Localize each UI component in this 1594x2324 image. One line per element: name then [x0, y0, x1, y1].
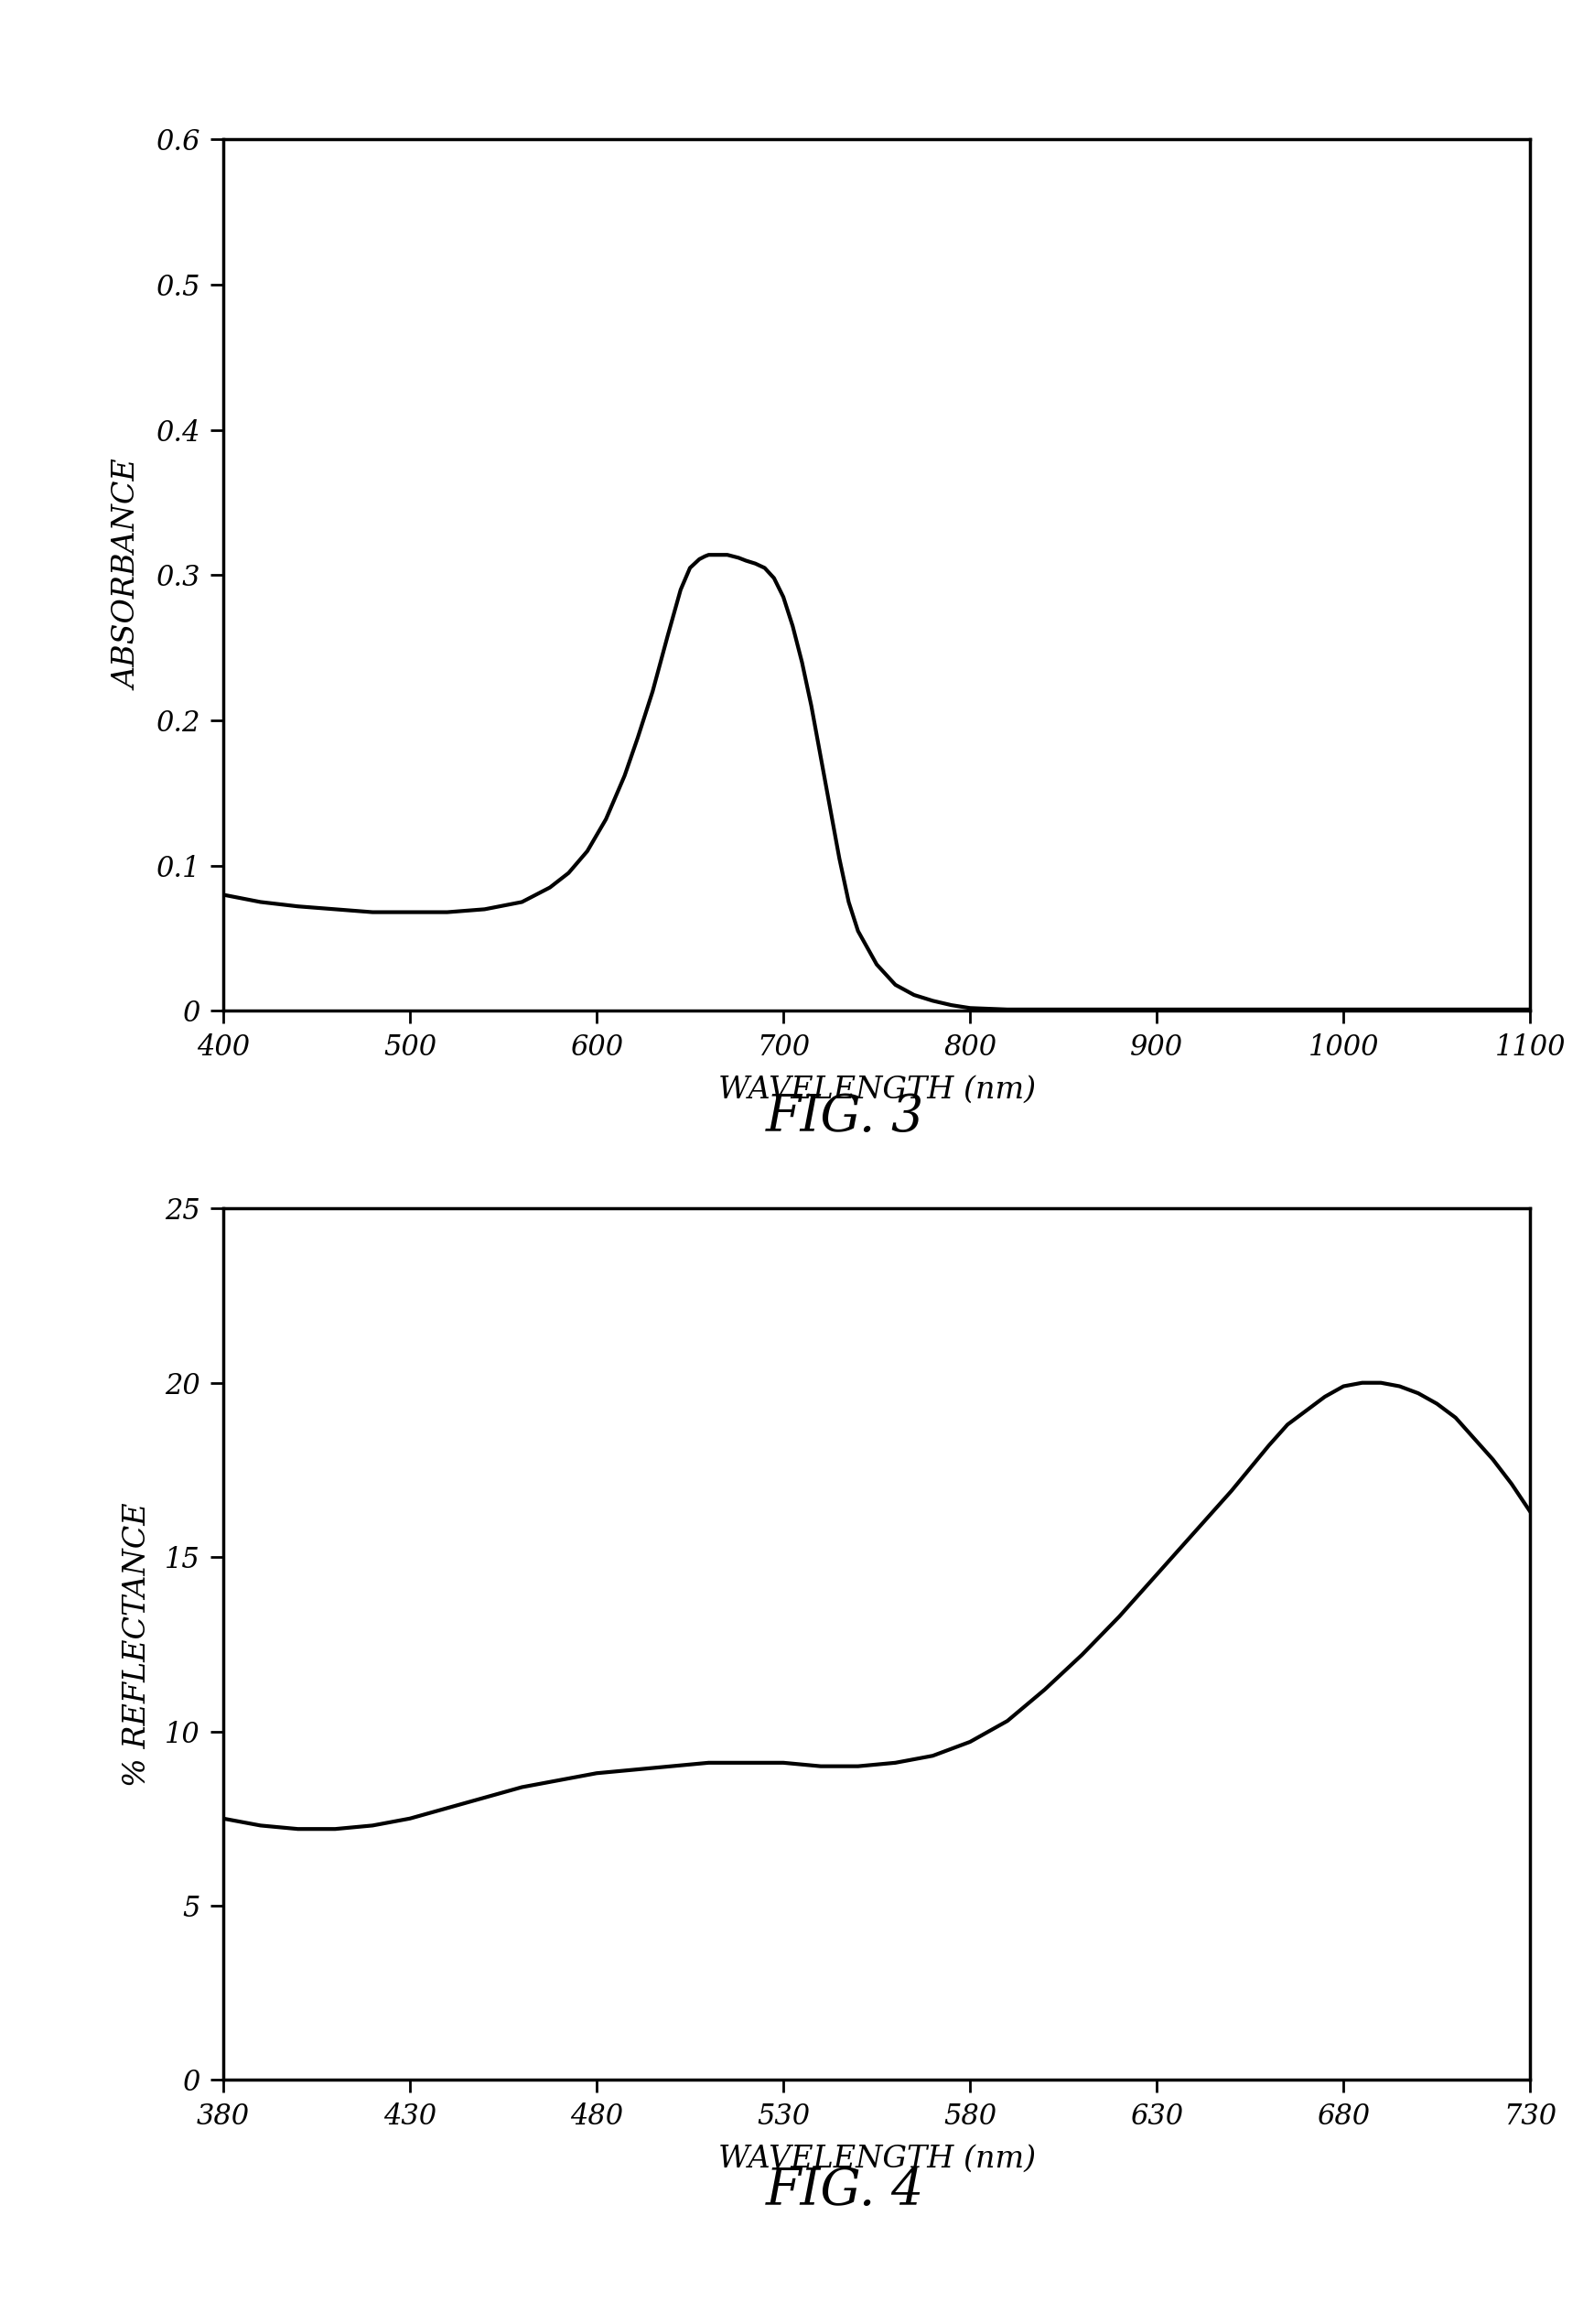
Text: FIG. 4: FIG. 4 [765, 2166, 925, 2217]
X-axis label: WAVELENGTH (nm): WAVELENGTH (nm) [717, 1076, 1036, 1104]
X-axis label: WAVELENGTH (nm): WAVELENGTH (nm) [717, 2145, 1036, 2173]
Y-axis label: ABSORBANCE: ABSORBANCE [113, 460, 143, 690]
Text: FIG. 3: FIG. 3 [765, 1092, 925, 1143]
Y-axis label: % REFLECTANCE: % REFLECTANCE [123, 1501, 151, 1787]
